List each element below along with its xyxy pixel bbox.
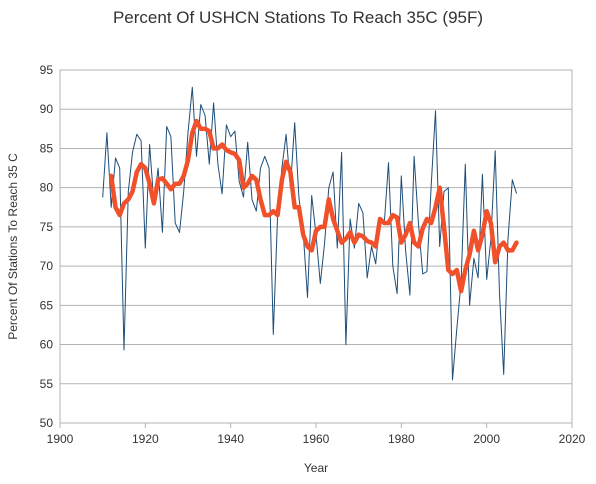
annual-series-line bbox=[102, 86, 517, 381]
x-axis-title: Year bbox=[304, 461, 328, 475]
x-tick-label: 1900 bbox=[47, 432, 74, 446]
smoothed-series-line bbox=[108, 118, 519, 294]
x-axis-ticks: 1900 1920 1940 1960 1980 2000 2020 bbox=[47, 423, 586, 446]
y-tick-label: 55 bbox=[40, 377, 54, 391]
x-tick-label: 1940 bbox=[217, 432, 244, 446]
series-lines bbox=[102, 86, 519, 381]
chart-title: Percent Of USHCN Stations To Reach 35C (… bbox=[112, 8, 484, 27]
y-tick-label: 60 bbox=[40, 338, 54, 352]
y-axis-title: Percent Of Stations To Reach 35 C bbox=[6, 153, 20, 340]
x-tick-label: 1920 bbox=[132, 432, 159, 446]
x-tick-label: 2000 bbox=[473, 432, 500, 446]
y-tick-label: 95 bbox=[40, 63, 54, 77]
x-tick-label: 1980 bbox=[388, 432, 415, 446]
y-tick-label: 85 bbox=[40, 141, 54, 155]
y-tick-label: 90 bbox=[40, 102, 54, 116]
y-tick-label: 65 bbox=[40, 298, 54, 312]
x-tick-label: 2020 bbox=[559, 432, 586, 446]
y-tick-label: 70 bbox=[40, 259, 54, 273]
x-tick-label: 1960 bbox=[303, 432, 330, 446]
y-tick-label: 50 bbox=[40, 416, 54, 430]
y-tick-label: 80 bbox=[40, 181, 54, 195]
y-tick-label: 75 bbox=[40, 220, 54, 234]
y-axis-ticks: 50 55 60 65 70 75 80 85 90 95 bbox=[40, 63, 54, 430]
